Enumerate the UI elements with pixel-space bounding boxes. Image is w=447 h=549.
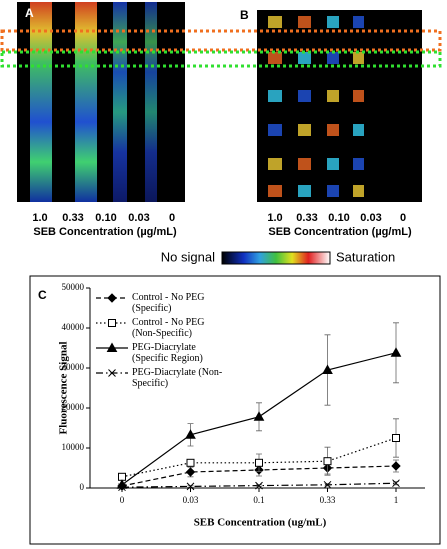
marker xyxy=(186,482,195,491)
marker xyxy=(253,411,265,421)
spot xyxy=(327,158,339,170)
concentration-label: 1.0 xyxy=(32,212,47,224)
spot xyxy=(353,185,364,197)
legend-marker xyxy=(108,319,116,327)
y-tick-label: 20000 xyxy=(62,402,85,412)
x-tick-label: 0.33 xyxy=(320,495,336,505)
chart-frame xyxy=(29,275,441,545)
spot xyxy=(298,16,311,28)
spot xyxy=(268,16,282,28)
spot xyxy=(353,158,364,170)
y-tick-label: 40000 xyxy=(62,322,85,332)
y-tick-label: 30000 xyxy=(62,362,85,372)
spot xyxy=(268,158,282,170)
x-tick-label: 1 xyxy=(394,495,399,505)
image-spots xyxy=(268,16,364,197)
spot xyxy=(298,52,311,64)
y-tick-label: 0 xyxy=(80,482,85,492)
x-tick-label: 0.03 xyxy=(183,495,199,505)
marker xyxy=(323,457,332,466)
panel-label: A xyxy=(25,6,34,20)
concentration-label: 0.03 xyxy=(360,212,381,224)
spot xyxy=(327,185,339,197)
spot xyxy=(353,124,364,136)
marker xyxy=(185,429,196,439)
colorbar-label: No signal xyxy=(161,249,215,264)
concentration-label: 1.0 xyxy=(267,212,282,224)
legend-marker xyxy=(108,369,116,377)
spot xyxy=(268,90,282,102)
spot xyxy=(327,90,339,102)
spot xyxy=(353,52,364,64)
concentration-label: 0.03 xyxy=(128,212,149,224)
concentration-label: 0 xyxy=(400,212,406,224)
marker xyxy=(323,480,332,489)
marker xyxy=(255,458,263,467)
concentration-label: 0.10 xyxy=(328,212,349,224)
legend-marker xyxy=(106,342,118,352)
spot xyxy=(298,158,311,170)
legend-entry: PEG-Diacrylate (Non-Specific) xyxy=(132,367,223,389)
spot xyxy=(353,90,364,102)
concentration-label: 0 xyxy=(169,212,175,224)
marker xyxy=(322,364,333,374)
marker xyxy=(392,479,400,488)
legend-entry: PEG-Diacrylate (Specific Region) xyxy=(132,342,203,364)
spot xyxy=(353,16,364,28)
spot xyxy=(298,90,311,102)
spot xyxy=(298,124,311,136)
axis-label: SEB Concentration (µg/mL) xyxy=(268,226,412,238)
panel-label: C xyxy=(38,288,47,302)
axis-label: SEB Concentration (µg/mL) xyxy=(33,226,177,238)
marker xyxy=(390,347,402,357)
x-axis-label: SEB Concentration (ug/mL) xyxy=(194,517,327,529)
spot xyxy=(327,16,339,28)
y-axis-label: Fluorescence Signal xyxy=(58,342,70,435)
marker xyxy=(186,458,195,467)
spot xyxy=(298,185,311,197)
spot xyxy=(327,52,339,64)
colorbar xyxy=(221,251,331,265)
marker xyxy=(255,481,263,490)
highlight-box xyxy=(0,50,442,68)
spot xyxy=(268,185,282,197)
y-tick-label: 50000 xyxy=(62,282,85,292)
spot xyxy=(327,124,339,136)
x-tick-label: 0.1 xyxy=(253,495,264,505)
image-b xyxy=(257,10,422,202)
spot xyxy=(268,52,282,64)
concentration-label: 0.10 xyxy=(95,212,116,224)
marker xyxy=(118,483,126,492)
colorbar-label: Saturation xyxy=(336,249,395,264)
legend-entry: Control - No PEG (Specific) xyxy=(132,292,205,314)
x-tick-label: 0 xyxy=(120,495,125,505)
legend-marker xyxy=(107,293,117,303)
marker xyxy=(391,461,401,471)
marker xyxy=(118,472,126,481)
concentration-label: 0.33 xyxy=(62,212,83,224)
panel-label: B xyxy=(240,8,249,22)
y-tick-label: 10000 xyxy=(62,442,85,452)
marker xyxy=(392,434,400,442)
concentration-label: 0.33 xyxy=(296,212,317,224)
marker xyxy=(185,467,196,477)
highlight-box xyxy=(0,29,442,52)
spot xyxy=(268,124,282,136)
legend-entry: Control - No PEG (Non-Specific) xyxy=(132,317,205,339)
